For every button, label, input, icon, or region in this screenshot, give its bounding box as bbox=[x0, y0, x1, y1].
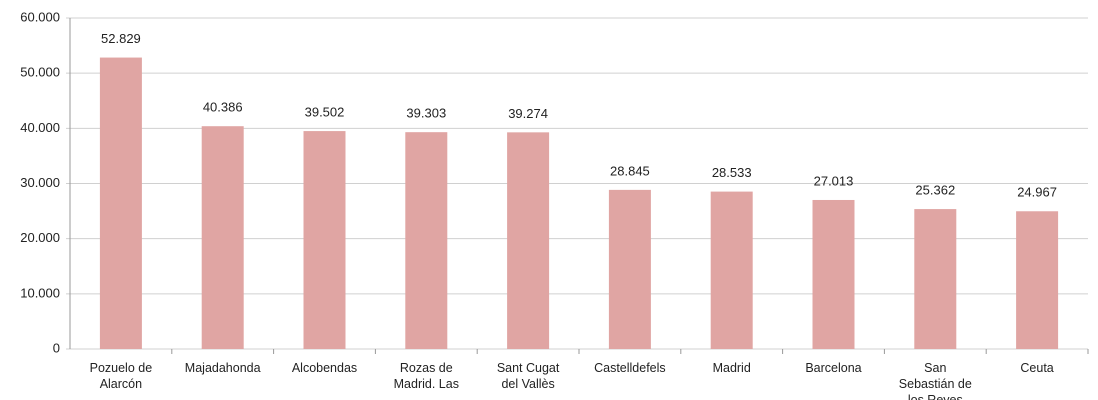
value-label: 40.386 bbox=[203, 100, 243, 115]
x-tick-label: Majadahonda bbox=[184, 361, 261, 375]
bar bbox=[812, 199, 855, 349]
x-tick-label: Castelldefels bbox=[594, 361, 666, 375]
x-tick-label: San Sebastián de los Reyes bbox=[898, 361, 972, 400]
value-label: 24.967 bbox=[1017, 185, 1057, 200]
bar bbox=[405, 132, 448, 349]
bar bbox=[914, 209, 957, 349]
y-tick-label: 30.000 bbox=[20, 175, 60, 190]
x-tick-label: Barcelona bbox=[805, 361, 862, 375]
bar bbox=[201, 126, 244, 349]
x-tick-label: Sant Cugat del Vallès bbox=[496, 361, 560, 391]
y-tick-label: 60.000 bbox=[20, 9, 60, 24]
bar bbox=[1016, 211, 1059, 349]
x-tick-label: Alcobendas bbox=[291, 361, 358, 375]
y-tick-label: 10.000 bbox=[20, 285, 60, 300]
y-tick-label: 20.000 bbox=[20, 230, 60, 245]
x-tick-label: Madrid bbox=[712, 361, 751, 375]
value-label: 28.845 bbox=[610, 163, 650, 178]
bar bbox=[99, 57, 142, 349]
x-tick-label: Pozuelo de Alarcón bbox=[89, 361, 153, 391]
value-label: 39.274 bbox=[508, 106, 548, 121]
y-tick-label: 50.000 bbox=[20, 65, 60, 80]
value-label: 39.303 bbox=[406, 106, 446, 121]
bar bbox=[507, 132, 550, 349]
bar bbox=[303, 131, 346, 349]
value-label: 27.013 bbox=[814, 173, 854, 188]
value-label: 52.829 bbox=[101, 31, 141, 46]
x-tick-label: Ceuta bbox=[1020, 361, 1054, 375]
y-tick-label: 40.000 bbox=[20, 120, 60, 135]
bar bbox=[608, 189, 651, 349]
value-label: 28.533 bbox=[712, 165, 752, 180]
value-label: 25.362 bbox=[915, 183, 955, 198]
y-tick-label: 0 bbox=[53, 340, 60, 355]
bar bbox=[710, 191, 753, 349]
value-label: 39.502 bbox=[305, 105, 345, 120]
x-tick-label: Rozas de Madrid. Las bbox=[393, 361, 459, 391]
